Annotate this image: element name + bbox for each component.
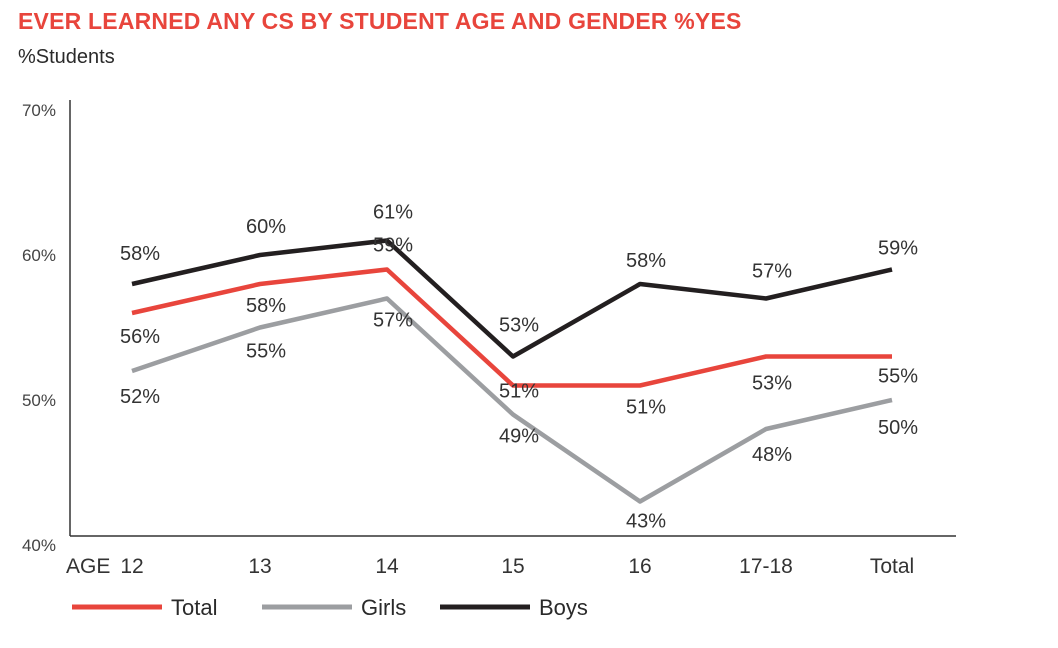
chart-title: EVER LEARNED ANY CS BY STUDENT AGE AND G…	[18, 8, 742, 34]
data-label-girls: 43%	[626, 511, 666, 533]
data-label-total: 59%	[373, 235, 413, 257]
x-tick-label: 13	[248, 555, 271, 578]
x-tick-label: 14	[375, 555, 399, 578]
series-line-boys	[131, 238, 893, 359]
data-label-total: 58%	[246, 295, 286, 317]
x-tick-label: 15	[501, 555, 524, 578]
data-label-total: 51%	[626, 397, 666, 419]
data-label-girls: 52%	[120, 386, 160, 408]
legend-label-boys: Boys	[539, 595, 588, 620]
data-label-total: 55%	[878, 366, 918, 388]
data-label-girls: 50%	[878, 417, 918, 439]
x-tick-label: 17-18	[739, 555, 793, 578]
data-label-total: 51%	[499, 381, 539, 403]
data-label-boys: 58%	[120, 243, 160, 265]
data-label-boys: 60%	[246, 216, 286, 238]
data-label-girls: 55%	[246, 341, 286, 363]
data-label-girls: 48%	[752, 444, 792, 466]
series-line-total	[131, 267, 892, 388]
data-label-boys: 58%	[626, 250, 666, 272]
x-tick-label: 12	[120, 555, 143, 578]
y-tick-label: 50%	[22, 391, 56, 410]
y-tick-label: 60%	[22, 246, 56, 265]
series-line-girls	[131, 296, 893, 504]
data-label-total: 56%	[120, 326, 160, 348]
data-label-boys: 59%	[878, 238, 918, 260]
data-label-girls: 49%	[499, 426, 539, 448]
legend-label-total: Total	[171, 595, 217, 620]
data-label-girls: 57%	[373, 310, 413, 332]
chart-subtitle: %Students	[18, 46, 115, 68]
y-tick-label: 70%	[22, 101, 56, 120]
y-tick-label: 40%	[22, 536, 56, 555]
x-tick-label: Total	[870, 555, 914, 578]
data-label-boys: 53%	[499, 315, 539, 337]
x-axis-label: AGE	[66, 555, 110, 578]
legend-label-girls: Girls	[361, 595, 406, 620]
data-label-boys: 57%	[752, 261, 792, 283]
data-label-boys: 61%	[373, 202, 413, 224]
data-label-total: 53%	[752, 373, 792, 395]
x-tick-label: 16	[628, 555, 651, 578]
